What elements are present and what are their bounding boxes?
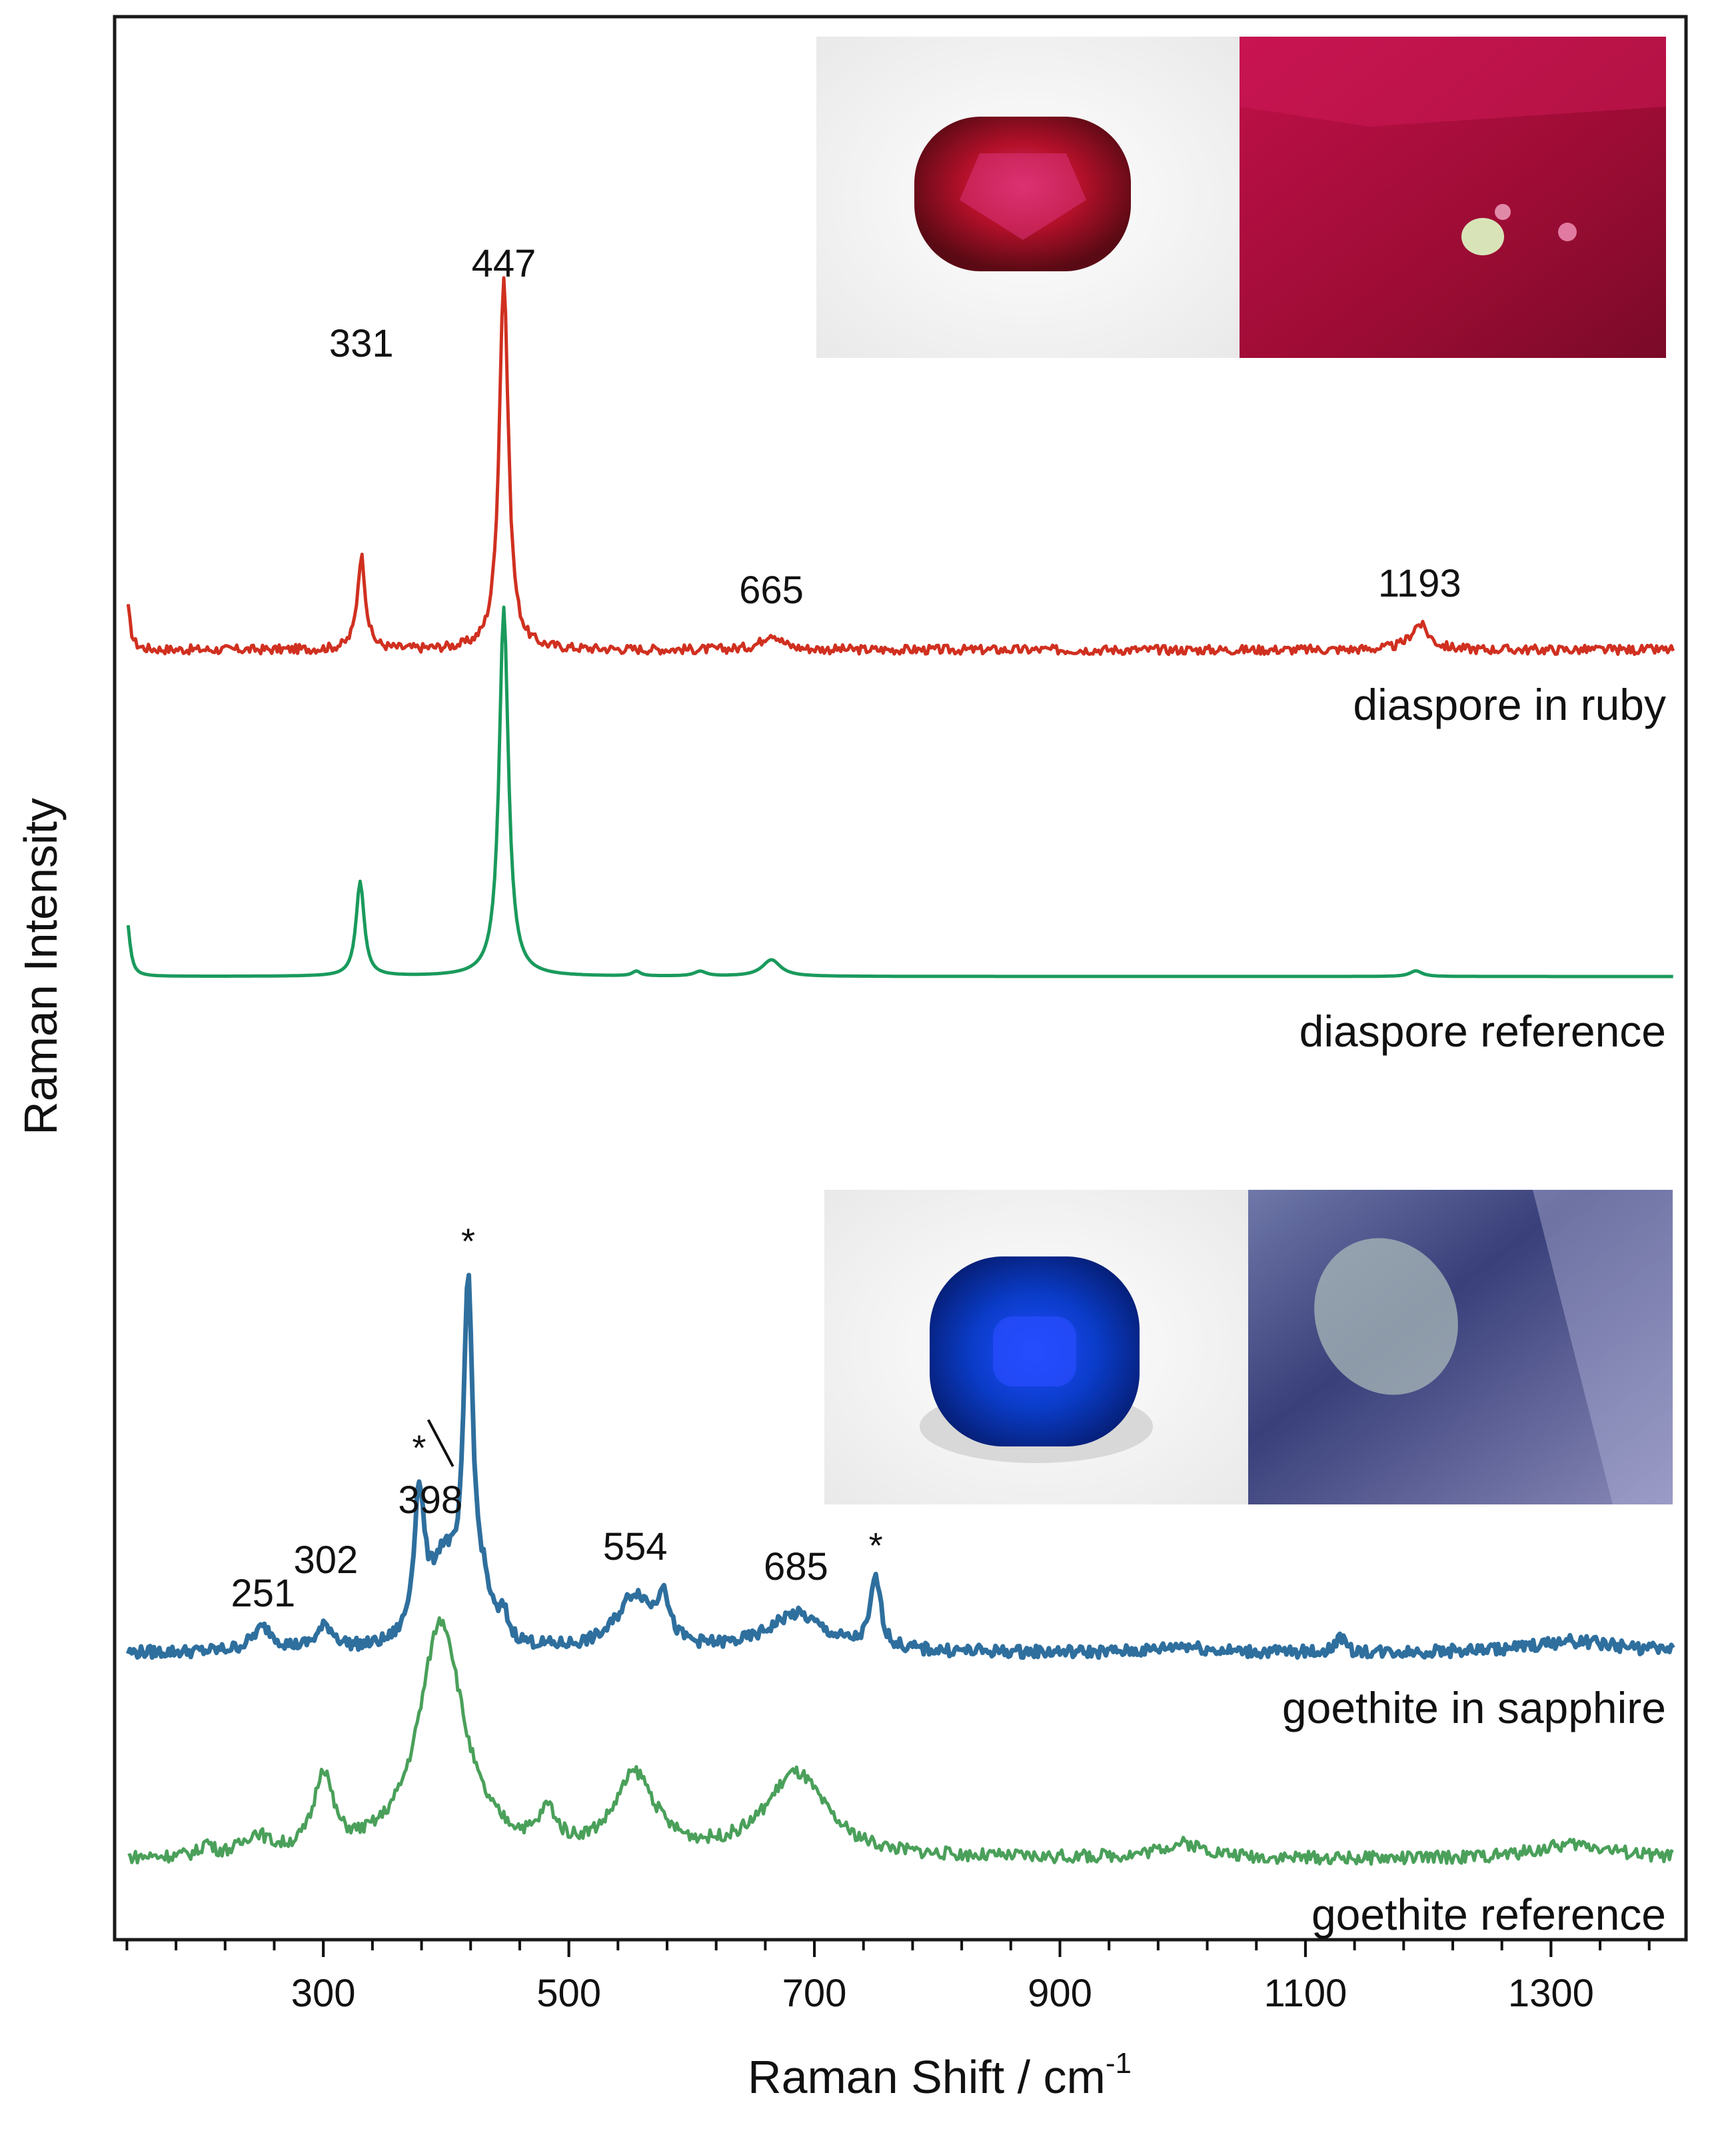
series-line-2	[126, 605, 1673, 979]
series-line-4	[127, 1616, 1674, 1866]
x-tick-label: 1300	[1508, 1972, 1594, 2015]
series-line-3	[126, 1272, 1675, 1660]
star-annotation: *	[461, 1222, 475, 1262]
x-tick-label: 500	[536, 1972, 601, 2015]
x-axis-title: Raman Shift / cm-1	[748, 2047, 1132, 2103]
series-line-1	[126, 276, 1675, 657]
sapphire-table-facet	[993, 1316, 1076, 1386]
peak-label: 398	[398, 1478, 462, 1522]
series-name-label: diaspore reference	[1300, 1007, 1666, 1056]
x-axis-title-superscript: -1	[1106, 2047, 1132, 2080]
y-axis-title: Raman Intensity	[15, 798, 67, 1135]
peak-label-group: diaspore in ruby 331 447 665 1193 diaspore re…	[231, 242, 1666, 1939]
peak-label: 302	[293, 1538, 358, 1582]
peak-label: 331	[329, 322, 394, 365]
plot-frame	[113, 15, 1688, 1942]
peak-label: 251	[231, 1572, 296, 1615]
series-name-label: diaspore in ruby	[1353, 680, 1666, 729]
peak-label: 447	[472, 242, 536, 285]
x-tick-label: 700	[782, 1972, 847, 2015]
sapphire-inclusion-photo	[1248, 1190, 1673, 1504]
peak-398-leader	[427, 1419, 454, 1467]
x-tick-label: 1100	[1264, 1972, 1347, 2015]
x-tick-label: 300	[291, 1972, 356, 2015]
peak-label: 685	[764, 1545, 828, 1588]
star-annotation: *	[412, 1428, 426, 1468]
x-axis-ticks: 300 500 700 900 1100 1300	[125, 1940, 1651, 2015]
diaspore-inclusion	[1461, 218, 1504, 255]
goethite-inclusion	[1314, 1238, 1458, 1395]
sapphire-inset-images	[824, 1190, 1673, 1504]
ruby-inclusion-photo	[1240, 37, 1666, 358]
peak-label: 665	[739, 569, 804, 612]
x-axis-title-main: Raman Shift / cm	[748, 2051, 1106, 2103]
sapphire-facet-light	[1533, 1190, 1673, 1504]
series-name-label: goethite reference	[1311, 1890, 1666, 1939]
ruby-crystal-edge	[1240, 37, 1666, 127]
ruby-inset-images	[816, 37, 1666, 358]
ruby-gem-facets	[960, 153, 1086, 240]
peak-label: 1193	[1378, 562, 1461, 605]
peak-label: 554	[603, 1525, 668, 1568]
star-annotation: *	[869, 1526, 883, 1566]
x-tick-label: 900	[1028, 1972, 1092, 2015]
series-name-label: goethite in sapphire	[1282, 1683, 1666, 1732]
inclusion-speck	[1495, 204, 1511, 220]
series-group	[126, 276, 1675, 1866]
inclusion-speck	[1558, 223, 1577, 241]
